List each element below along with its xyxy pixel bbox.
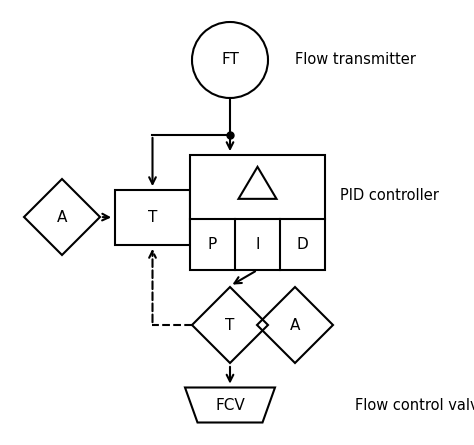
Text: A: A xyxy=(290,317,300,332)
Text: Flow control valve: Flow control valve xyxy=(355,397,474,413)
Text: T: T xyxy=(225,317,235,332)
Text: A: A xyxy=(57,210,67,224)
Text: T: T xyxy=(148,210,157,225)
Text: FT: FT xyxy=(221,53,239,68)
Text: PID controller: PID controller xyxy=(340,187,439,202)
Text: D: D xyxy=(297,237,309,252)
Text: Flow transmitter: Flow transmitter xyxy=(295,53,416,68)
Text: FCV: FCV xyxy=(215,397,245,413)
FancyBboxPatch shape xyxy=(115,190,190,245)
Text: P: P xyxy=(208,237,217,252)
FancyBboxPatch shape xyxy=(190,155,325,270)
Text: I: I xyxy=(255,237,260,252)
